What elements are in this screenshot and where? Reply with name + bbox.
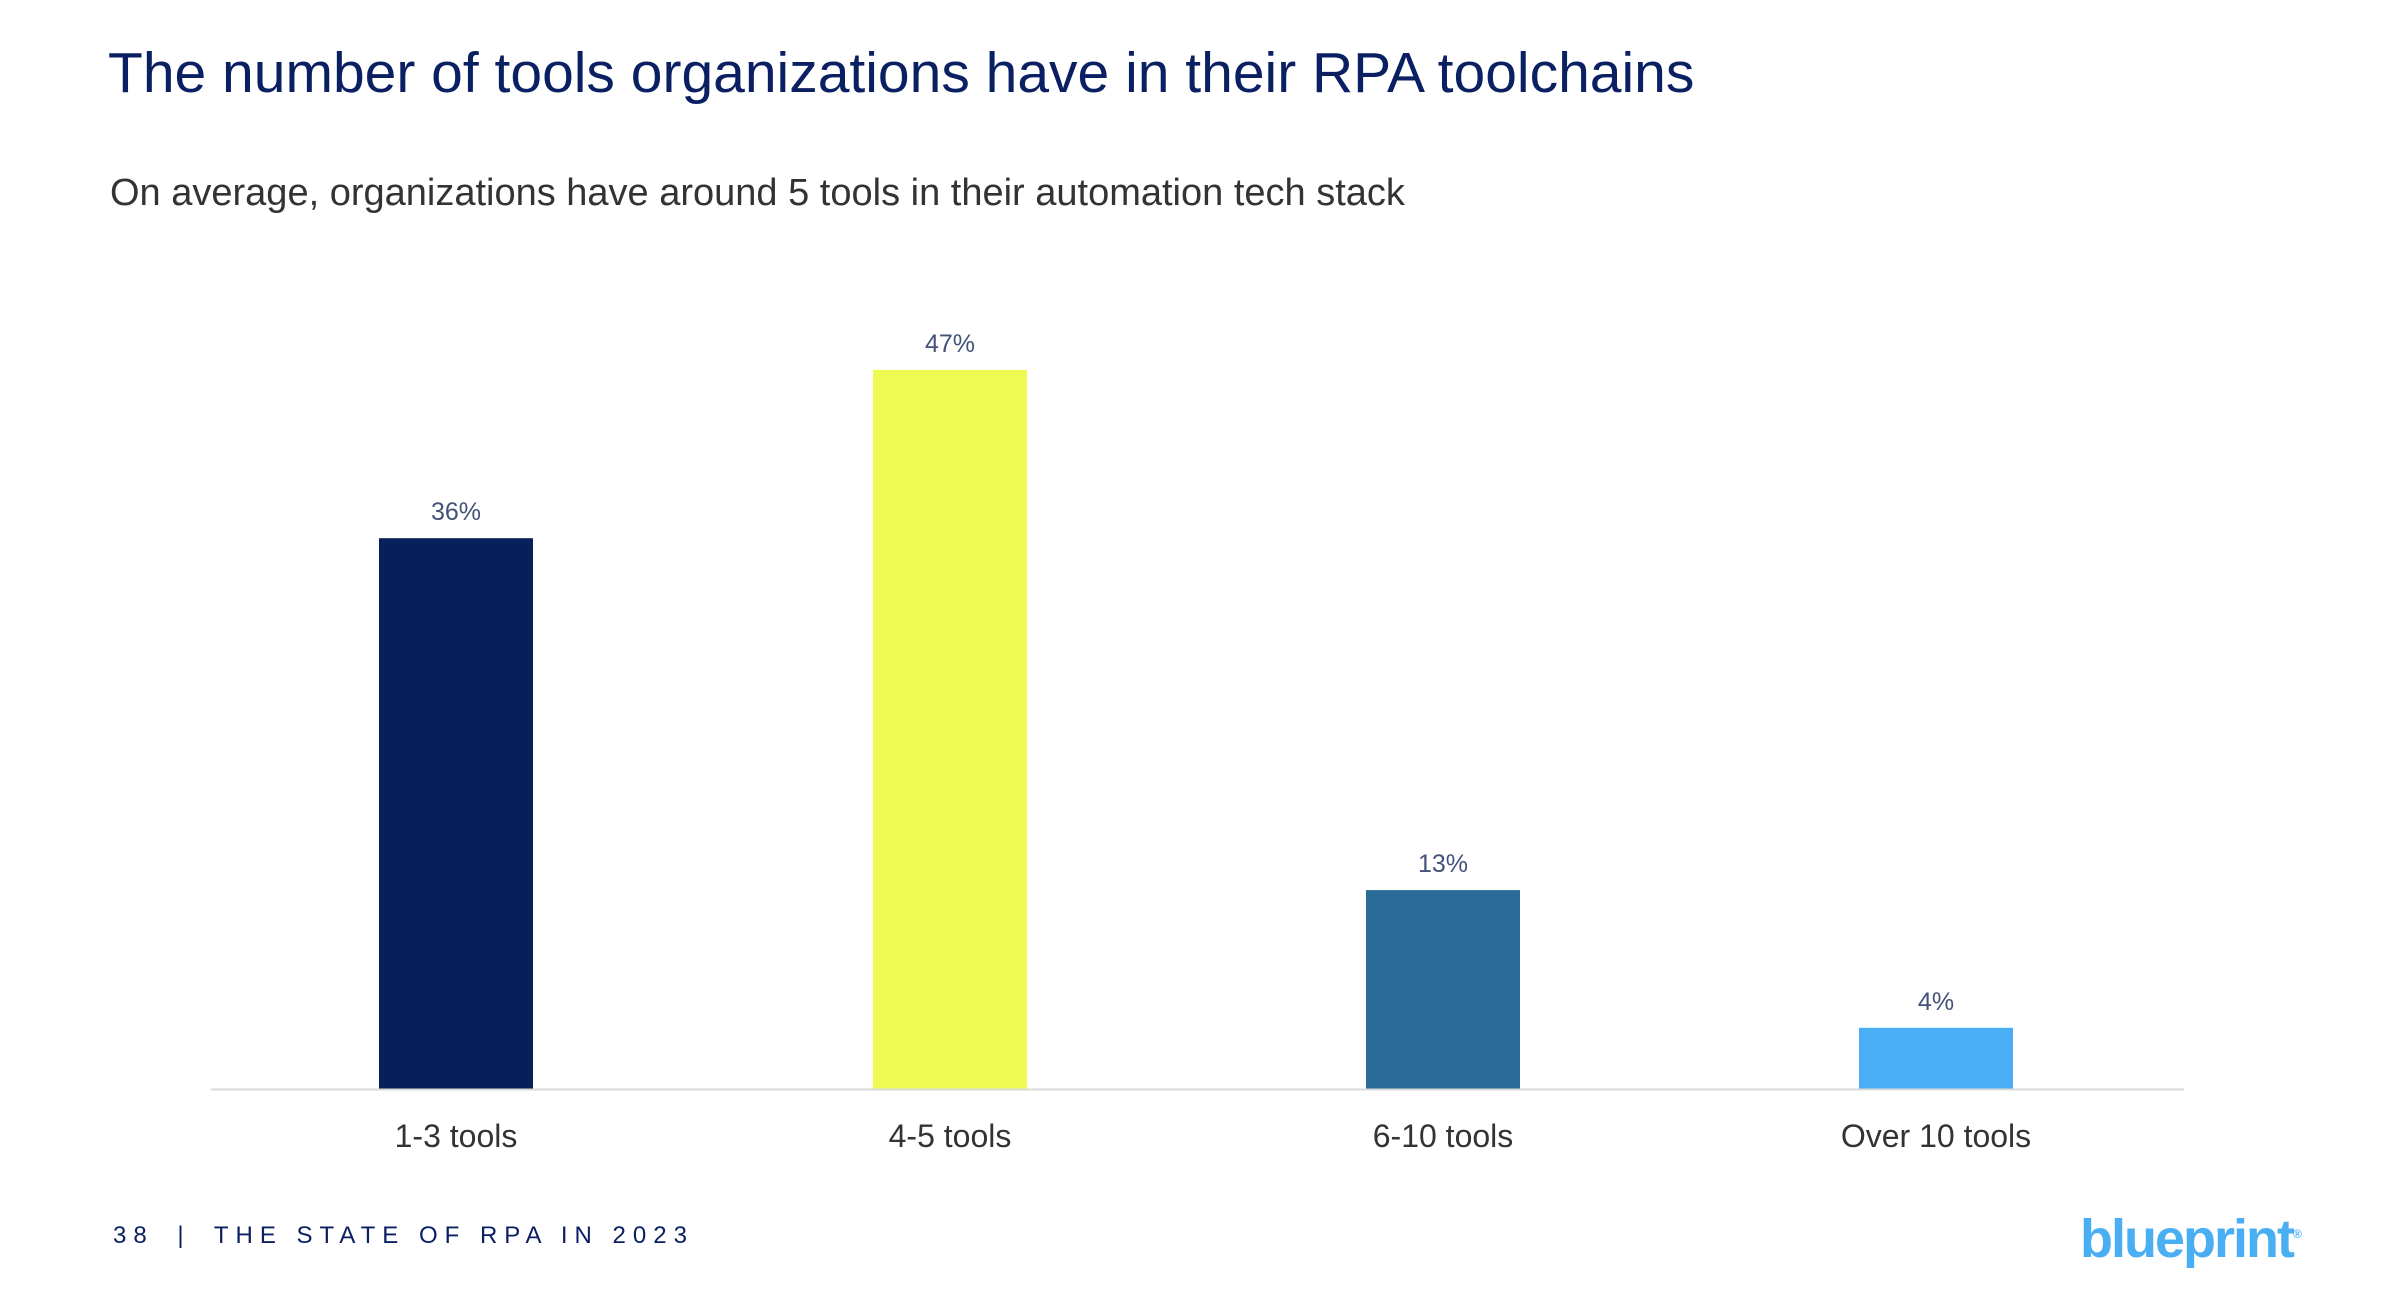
report-name: THE STATE OF RPA IN 2023 <box>213 1222 694 1249</box>
page-number: 38 <box>113 1222 154 1249</box>
bar <box>379 538 533 1089</box>
data-label: 4% <box>1918 988 1954 1016</box>
data-label: 13% <box>1418 850 1468 878</box>
footer: 38 | THE STATE OF RPA IN 2023 <box>113 1222 694 1250</box>
x-tick-label: 4-5 tools <box>889 1118 1012 1154</box>
x-tick-label: 6-10 tools <box>1373 1118 1514 1154</box>
bar <box>1859 1027 2013 1089</box>
x-tick-label: Over 10 tools <box>1841 1118 2031 1154</box>
data-label: 47% <box>925 330 975 358</box>
bar <box>1366 890 1520 1089</box>
data-label: 36% <box>431 498 481 526</box>
logo-text: blueprint <box>2080 1209 2295 1269</box>
page-subtitle: On average, organizations have around 5 … <box>110 172 1405 214</box>
page-title: The number of tools organizations have i… <box>108 41 1695 105</box>
x-tick-label: 1-3 tools <box>395 1118 518 1154</box>
bar <box>873 369 1027 1089</box>
blueprint-logo: blueprint® <box>2080 1209 2302 1269</box>
footer-separator: | <box>177 1222 191 1249</box>
